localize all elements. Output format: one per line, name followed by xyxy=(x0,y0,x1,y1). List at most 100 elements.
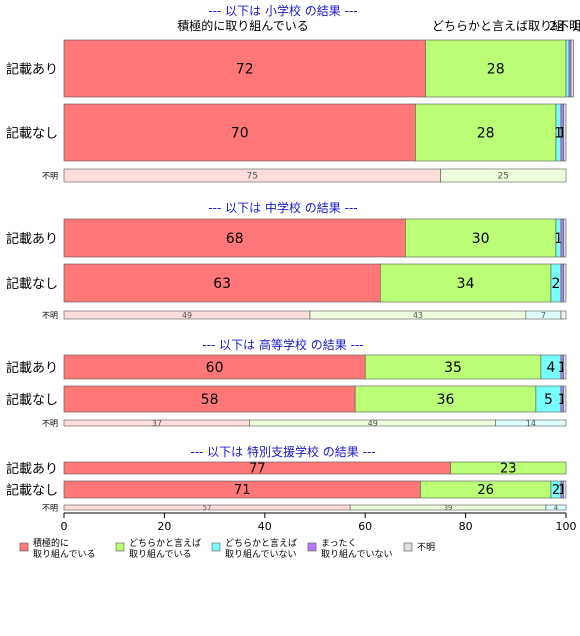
legend-label: 積極的に取り組んでいる xyxy=(33,537,96,560)
bar-value-label: 28 xyxy=(477,126,495,142)
group-title: --- 以下は 特別支援学校 の結果 --- xyxy=(190,444,375,459)
bar-value-label: 1 xyxy=(558,392,567,408)
x-tick-label: 40 xyxy=(258,520,272,533)
legend-swatch xyxy=(211,542,221,552)
bar-value-label: 57 xyxy=(203,504,212,512)
top-label: 積極的に取り組んでいる xyxy=(177,18,308,33)
bar-value-label: 1 xyxy=(554,231,563,247)
bar-value-label: 1 xyxy=(554,126,563,142)
bar-value-label: 23 xyxy=(500,462,517,477)
bar-segment xyxy=(570,39,574,98)
row-label: 不明 xyxy=(42,419,58,428)
legend-label-line: どちらかと言えば xyxy=(225,537,297,549)
row-label: 不明 xyxy=(42,504,58,513)
bar-segment xyxy=(565,39,570,98)
bar-segment xyxy=(440,168,567,183)
bar-segment xyxy=(563,385,567,413)
legend-label: 不明 xyxy=(417,542,435,553)
bar-value-label: 14 xyxy=(526,419,536,428)
row-label: 記載なし xyxy=(6,276,58,292)
x-tick-label: 60 xyxy=(358,520,372,533)
legend-label-line: まったく xyxy=(321,538,357,549)
legend-label: どちらかと言えば取り組んでいる xyxy=(129,537,201,560)
bar-value-label: 2 xyxy=(552,483,560,498)
legend-label-line: 取り組んでいる xyxy=(129,548,192,560)
bar-value-label: 28 xyxy=(487,62,505,78)
top-label: 1 xyxy=(572,19,580,33)
bar-segment xyxy=(63,385,356,413)
x-tick-label: 80 xyxy=(459,520,473,533)
legend-label-line: どちらかと言えば xyxy=(129,537,201,549)
group-title: --- 以下は 高等学校 の結果 --- xyxy=(202,337,363,352)
row-label: 不明 xyxy=(42,172,58,181)
bar-value-label: 36 xyxy=(437,392,455,408)
legend-swatch xyxy=(307,542,317,552)
bar-value-label: 43 xyxy=(413,311,423,320)
bar-segment xyxy=(425,39,567,98)
bar-segment xyxy=(563,263,567,303)
legend-label-line: 取り組んでいない xyxy=(321,548,393,560)
legend-label: どちらかと言えば取り組んでいない xyxy=(225,537,297,560)
row-label: 記載なし xyxy=(6,126,58,142)
legend-label: まったく取り組んでいない xyxy=(321,538,393,560)
bar-segment xyxy=(563,218,567,258)
bar-segment xyxy=(405,218,557,258)
bar-value-label: 58 xyxy=(201,392,219,408)
top-label: 不明 xyxy=(557,19,580,33)
group-title: --- 以下は 中学校 の結果 --- xyxy=(208,200,357,215)
bar-value-label: 72 xyxy=(236,62,254,78)
bar-segment xyxy=(560,263,564,303)
bar-segment xyxy=(354,385,537,413)
bar-value-label: 71 xyxy=(234,483,251,498)
bar-value-label: 39 xyxy=(444,504,453,512)
bar-value-label: 63 xyxy=(213,276,231,292)
x-tick-label: 0 xyxy=(61,520,68,533)
bar-value-label: 34 xyxy=(457,276,475,292)
row-label: 記載あり xyxy=(6,461,58,477)
legend-label-line: 不明 xyxy=(417,542,435,553)
bar-segment xyxy=(563,480,567,499)
row-label: 記載なし xyxy=(6,483,58,499)
bar-segment xyxy=(450,461,567,475)
bar-segment xyxy=(568,39,572,98)
legend-swatch xyxy=(115,542,125,552)
bar-segment xyxy=(563,354,567,380)
legend-label-line: 取り組んでいる xyxy=(33,548,96,560)
bar-segment xyxy=(415,103,557,162)
row-label: 記載なし xyxy=(6,392,58,408)
legend-swatch xyxy=(19,542,29,552)
x-tick-label: 20 xyxy=(157,520,171,533)
bar-value-label: 75 xyxy=(247,172,258,182)
bar-segment xyxy=(535,385,562,413)
legend-swatch xyxy=(403,542,413,552)
bar-segment xyxy=(364,354,542,380)
x-tick-label: 100 xyxy=(556,520,577,533)
bar-segment xyxy=(379,263,552,303)
bar-value-label: 2 xyxy=(551,276,560,292)
bar-segment xyxy=(545,504,567,511)
row-label: 不明 xyxy=(42,311,58,320)
bar-value-label: 4 xyxy=(554,504,559,512)
bar-segment xyxy=(560,218,564,258)
bar-value-label: 5 xyxy=(544,392,553,408)
bar-value-label: 37 xyxy=(152,419,162,428)
legend-label-line: 積極的に xyxy=(33,537,69,549)
bar-value-label: 1 xyxy=(558,483,566,498)
row-label: 記載あり xyxy=(6,231,58,247)
bar-value-label: 49 xyxy=(368,419,378,428)
bar-value-label: 26 xyxy=(477,483,494,498)
bar-value-label: 49 xyxy=(182,311,192,320)
legend-label-line: 取り組んでいない xyxy=(225,548,297,560)
top-label: どちらかと言えば取り組 xyxy=(432,19,564,33)
bar-value-label: 60 xyxy=(206,360,224,376)
bar-segment xyxy=(560,310,567,320)
bar-value-label: 1 xyxy=(558,126,567,142)
row-label: 記載あり xyxy=(6,360,58,376)
bar-value-label: 68 xyxy=(226,231,244,247)
top-label: 2 xyxy=(549,19,557,33)
bar-value-label: 25 xyxy=(498,172,509,182)
bar-value-label: 77 xyxy=(249,462,266,477)
bar-value-label: 4 xyxy=(546,360,555,376)
bar-segment xyxy=(63,263,381,303)
